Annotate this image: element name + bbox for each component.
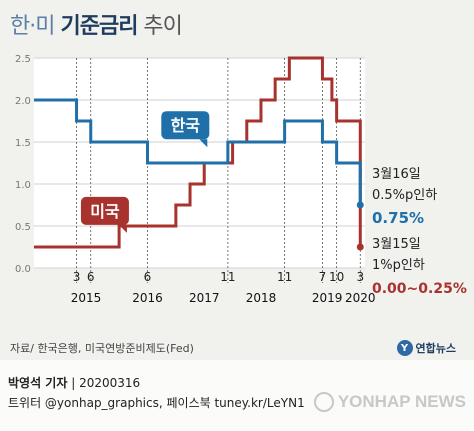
us-series-label: 미국 <box>90 202 120 221</box>
credit-date: 20200316 <box>79 376 141 390</box>
year-label: 2015 <box>71 291 102 305</box>
credit-line: 박영석 기자 | 20200316 <box>8 376 141 390</box>
title-suffix: 추이 <box>137 14 183 39</box>
month-tick-label: 11 <box>220 270 235 284</box>
month-tick-label: 10 <box>329 270 344 284</box>
y-tick-label: 2.0 <box>15 96 31 107</box>
month-tick-label: 7 <box>319 270 327 284</box>
month-tick-label: 11 <box>277 270 292 284</box>
us-cut-change: 1%p인하 <box>372 258 425 273</box>
y-tick-label: 0.5 <box>15 222 31 233</box>
us-end-dot <box>356 243 364 251</box>
title-main: 기준금리 <box>60 14 138 39</box>
us-callout-pointer <box>118 224 127 233</box>
month-tick-label: 6 <box>144 270 152 284</box>
yonhap-logo-icon: Y <box>396 340 413 356</box>
yonhap-logo: Y 연합뉴스 <box>396 340 456 356</box>
watermark-logo-icon <box>313 392 334 412</box>
month-tick-label: 6 <box>87 270 95 284</box>
korea-series-label: 한국 <box>171 116 201 135</box>
year-label: 2016 <box>132 291 163 305</box>
author-name: 박영석 기자 <box>8 376 68 390</box>
korea-cut-change: 0.5%p인하 <box>372 188 437 203</box>
month-tick-label: 3 <box>356 270 364 284</box>
year-label: 2020 <box>345 291 376 305</box>
social-links: 트위터 @yonhap_graphics, 페이스북 tuney.kr/LeYN… <box>8 396 305 410</box>
korea-callout-box <box>161 111 210 140</box>
y-tick-label: 1.5 <box>15 138 31 149</box>
us-cut-date: 3월15일 <box>372 237 421 252</box>
watermark-label: YONHAP NEWS <box>337 392 466 411</box>
korea-cut-date: 3월16일 <box>372 167 421 182</box>
year-label: 2018 <box>246 291 277 305</box>
y-tick-label: 1.0 <box>15 180 31 191</box>
korea-rate-line <box>34 98 362 205</box>
us-callout-box <box>80 196 129 225</box>
us-rate-line <box>34 56 362 249</box>
korea-end-dot <box>356 201 364 209</box>
title-prefix: 한·미 <box>10 14 61 39</box>
source-text: 자료/ 한국은행, 미국연방준비제도(Fed) <box>10 342 194 355</box>
year-label: 2017 <box>189 291 220 305</box>
y-tick-label: 2.5 <box>15 54 31 65</box>
page-title: 한·미 기준금리 추이 <box>10 8 183 40</box>
us-new-rate: 0.00~0.25% <box>372 281 467 297</box>
month-tick-label: 3 <box>73 270 81 284</box>
logo-label: 연합뉴스 <box>415 342 456 355</box>
y-tick-label: 0.0 <box>15 264 31 275</box>
korea-new-rate: 0.75% <box>372 209 424 227</box>
footer: 박영석 기자 | 20200316 트위터 @yonhap_graphics, … <box>0 360 474 431</box>
year-label: 2019 <box>312 291 343 305</box>
korea-callout-pointer <box>199 139 208 148</box>
watermark: YONHAP NEWS <box>313 392 466 412</box>
